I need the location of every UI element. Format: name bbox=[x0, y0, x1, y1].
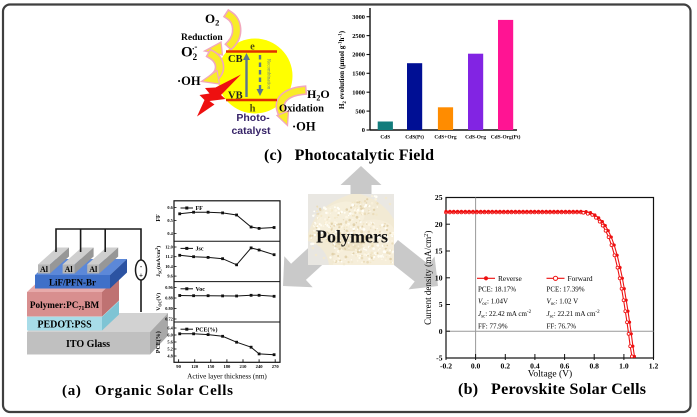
svg-text:20: 20 bbox=[435, 220, 443, 229]
svg-text:180: 180 bbox=[223, 364, 231, 369]
svg-text:Al: Al bbox=[40, 265, 49, 274]
svg-text:CdS(Pt): CdS(Pt) bbox=[405, 134, 424, 141]
svg-text:(a) Organic Solar Cells: (a) Organic Solar Cells bbox=[62, 383, 233, 399]
svg-text:LiF/PFN-Br: LiF/PFN-Br bbox=[49, 278, 96, 288]
svg-text:h: h bbox=[250, 104, 256, 115]
svg-text:VOC(V): VOC(V) bbox=[155, 293, 162, 311]
svg-text:1.2: 1.2 bbox=[649, 362, 659, 371]
svg-text:270: 270 bbox=[272, 364, 280, 369]
svg-text:0.96: 0.96 bbox=[165, 285, 173, 290]
svg-text:0: 0 bbox=[362, 127, 365, 134]
svg-text:(c) Photocatalytic Field: (c) Photocatalytic Field bbox=[264, 147, 434, 164]
svg-text:Voc: 1.04V: Voc: 1.04V bbox=[478, 298, 508, 308]
svg-text:6.0: 6.0 bbox=[167, 333, 172, 338]
svg-text:CdS-Org: CdS-Org bbox=[465, 135, 486, 141]
svg-text:Recombination: Recombination bbox=[266, 59, 271, 90]
svg-text:5: 5 bbox=[439, 300, 443, 309]
svg-text:1.0: 1.0 bbox=[619, 362, 629, 371]
svg-text:0.80: 0.80 bbox=[165, 306, 173, 311]
svg-text:10: 10 bbox=[435, 273, 443, 282]
svg-text:210: 210 bbox=[240, 364, 248, 369]
svg-text:500: 500 bbox=[355, 108, 365, 115]
svg-text:(b) Perovskite Solar Cells: (b) Perovskite Solar Cells bbox=[458, 381, 646, 398]
svg-text:-: - bbox=[140, 263, 143, 271]
svg-text:15: 15 bbox=[435, 247, 443, 256]
svg-text:FF: 77.9%: FF: 77.9% bbox=[478, 323, 508, 331]
svg-text:0.8: 0.8 bbox=[589, 362, 599, 371]
svg-text:FF: FF bbox=[156, 214, 162, 222]
svg-text:10.4: 10.4 bbox=[165, 264, 173, 269]
svg-text:Reverse: Reverse bbox=[498, 274, 523, 283]
svg-text:Voc: Voc bbox=[196, 287, 206, 293]
svg-text:Voltage (V): Voltage (V) bbox=[528, 369, 572, 380]
svg-text:Voc: 1.02 V: Voc: 1.02 V bbox=[547, 298, 579, 308]
svg-text:Jsc: Jsc bbox=[196, 247, 204, 253]
svg-text:+: + bbox=[139, 272, 143, 280]
svg-text:Forward: Forward bbox=[568, 274, 593, 283]
svg-text:3000: 3000 bbox=[352, 14, 365, 21]
svg-text:5.6: 5.6 bbox=[167, 340, 173, 345]
svg-text:H2O: H2O bbox=[307, 87, 330, 103]
svg-text:0.0: 0.0 bbox=[471, 362, 481, 371]
svg-text:120: 120 bbox=[191, 364, 199, 369]
svg-text:·OH: ·OH bbox=[177, 74, 201, 88]
svg-text:6.4: 6.4 bbox=[167, 326, 173, 331]
svg-text:PCE(%): PCE(%) bbox=[196, 326, 218, 333]
svg-text:0.5: 0.5 bbox=[167, 218, 172, 223]
svg-text:-0.2: -0.2 bbox=[440, 362, 452, 371]
svg-text:90: 90 bbox=[176, 364, 181, 369]
svg-text:Oxidation: Oxidation bbox=[279, 104, 324, 115]
svg-text:·OH: ·OH bbox=[292, 120, 316, 134]
svg-text:PEDOT:PSS: PEDOT:PSS bbox=[37, 320, 92, 331]
svg-text:9.6: 9.6 bbox=[167, 274, 173, 279]
svg-text:Al: Al bbox=[65, 265, 74, 274]
svg-text:Active layer thickness (nm): Active layer thickness (nm) bbox=[187, 373, 267, 381]
svg-text:Reduction: Reduction bbox=[181, 33, 223, 43]
svg-text:Jsc: 22.21 mA cm-2: Jsc: 22.21 mA cm-2 bbox=[547, 310, 601, 320]
svg-text:Polymers: Polymers bbox=[316, 227, 388, 247]
svg-text:25: 25 bbox=[435, 193, 443, 202]
svg-text:0.72: 0.72 bbox=[165, 317, 173, 322]
svg-text:VB: VB bbox=[228, 91, 243, 102]
svg-text:PCE: 17.39%: PCE: 17.39% bbox=[547, 285, 585, 293]
svg-text:1500: 1500 bbox=[352, 71, 365, 78]
svg-text:Photo-: Photo- bbox=[236, 112, 270, 124]
svg-text:FF: 76.7%: FF: 76.7% bbox=[547, 323, 577, 331]
svg-text:catalyst: catalyst bbox=[231, 125, 271, 137]
svg-text:e: e bbox=[250, 42, 255, 53]
svg-text:H2 evolution (µmol g-1h-1): H2 evolution (µmol g-1h-1) bbox=[338, 30, 348, 109]
svg-text:Al: Al bbox=[89, 265, 98, 274]
svg-text:Jsc: 22.42 mA cm-2: Jsc: 22.42 mA cm-2 bbox=[478, 310, 532, 320]
svg-text:Current density (mA/cm2): Current density (mA/cm2) bbox=[423, 231, 433, 325]
svg-text:FF: FF bbox=[196, 206, 204, 212]
svg-text:PCE(%): PCE(%) bbox=[155, 331, 162, 353]
svg-text:CB: CB bbox=[228, 54, 243, 65]
svg-text:O2.-: O2.- bbox=[181, 42, 198, 63]
svg-text:0.4: 0.4 bbox=[530, 362, 540, 371]
svg-text:CdS+Org: CdS+Org bbox=[434, 135, 457, 141]
svg-text:ITO Glass: ITO Glass bbox=[66, 339, 110, 350]
svg-text:11.2: 11.2 bbox=[166, 254, 173, 259]
svg-text:CdS-Org(Pt): CdS-Org(Pt) bbox=[491, 134, 521, 141]
svg-text:2000: 2000 bbox=[352, 52, 365, 59]
svg-text:0.6: 0.6 bbox=[560, 362, 570, 371]
svg-text:0.88: 0.88 bbox=[165, 296, 173, 301]
svg-text:CdS: CdS bbox=[380, 135, 390, 141]
svg-text:5.2: 5.2 bbox=[167, 347, 172, 352]
svg-text:0.6: 0.6 bbox=[167, 205, 173, 210]
svg-text:PCE: 18.17%: PCE: 18.17% bbox=[478, 285, 516, 293]
svg-text:240: 240 bbox=[256, 364, 264, 369]
svg-text:-5: -5 bbox=[436, 354, 443, 363]
svg-text:150: 150 bbox=[207, 364, 215, 369]
svg-text:2500: 2500 bbox=[352, 33, 365, 40]
svg-text:12.0: 12.0 bbox=[165, 245, 173, 250]
svg-text:4.8: 4.8 bbox=[167, 354, 172, 359]
svg-text:0.4: 0.4 bbox=[167, 231, 173, 236]
svg-text:0: 0 bbox=[439, 327, 443, 336]
svg-text:1000: 1000 bbox=[352, 89, 365, 96]
svg-text:0.2: 0.2 bbox=[501, 362, 511, 371]
svg-text:JSC(mA/cm2): JSC(mA/cm2) bbox=[154, 246, 162, 277]
